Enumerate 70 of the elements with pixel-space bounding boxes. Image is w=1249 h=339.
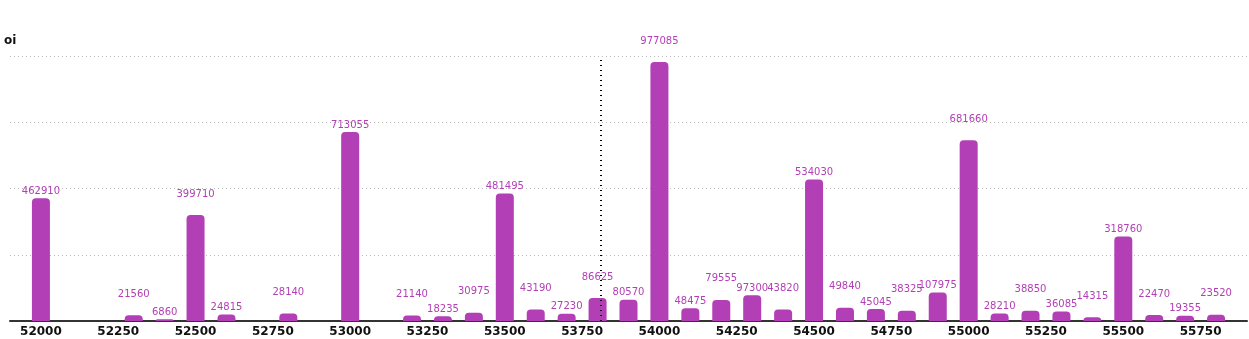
data-label: 14315 <box>1076 289 1109 301</box>
data-label: 6860 <box>151 305 178 317</box>
x-tick-label: 52000 <box>20 324 62 338</box>
data-label: 38850 <box>1014 283 1047 295</box>
data-label: 977085 <box>640 34 679 46</box>
x-tick-label: 53750 <box>561 324 603 338</box>
x-tick-label: 53500 <box>483 324 526 338</box>
bar <box>712 299 731 321</box>
data-label: 80570 <box>612 286 645 298</box>
data-label: 21560 <box>117 287 150 299</box>
bar <box>526 309 545 321</box>
bar <box>835 307 854 321</box>
data-label: 462910 <box>21 184 61 196</box>
bar <box>495 193 514 321</box>
data-label: 86625 <box>581 270 614 282</box>
data-label: 681660 <box>949 112 988 124</box>
data-label: 30975 <box>457 285 490 297</box>
x-tick-label: 54000 <box>638 324 681 338</box>
data-label: 318760 <box>1104 223 1143 235</box>
data-label: 24815 <box>210 300 243 312</box>
bar <box>866 309 885 321</box>
data-label: 49840 <box>829 280 861 292</box>
data-label: 43820 <box>767 281 800 293</box>
x-tick-label: 55500 <box>1102 324 1145 338</box>
bar <box>743 295 762 321</box>
data-label: 36085 <box>1045 297 1078 309</box>
x-tick-label: 55750 <box>1179 324 1222 338</box>
bar <box>774 309 793 321</box>
data-label: 23520 <box>1200 287 1232 299</box>
data-label: 28140 <box>272 286 305 298</box>
data-label: 48475 <box>674 294 707 306</box>
data-label: 28210 <box>983 300 1016 312</box>
bar <box>1021 310 1040 321</box>
data-label: 21140 <box>396 287 428 299</box>
data-label: 43190 <box>519 282 552 294</box>
y-axis-title: oi <box>4 33 17 47</box>
data-label: 18235 <box>427 302 459 314</box>
bar <box>588 298 607 321</box>
bar <box>928 292 947 321</box>
data-label: 22470 <box>1138 287 1171 299</box>
x-tick-label: 52250 <box>97 324 140 338</box>
bar <box>959 140 978 321</box>
bar <box>897 310 916 321</box>
bar <box>650 62 669 321</box>
bar <box>1052 311 1071 321</box>
x-tick-label: 55000 <box>947 324 990 338</box>
x-tick-label: 53250 <box>406 324 449 338</box>
x-tick-label: 52750 <box>251 324 294 338</box>
x-tick-label: 53000 <box>329 324 372 338</box>
x-tick-label: 52500 <box>174 324 217 338</box>
data-label: 79555 <box>705 272 738 284</box>
data-label: 534030 <box>794 165 834 177</box>
data-label: 399710 <box>176 187 215 199</box>
bar <box>31 198 50 321</box>
x-tick-label: 54500 <box>793 324 835 338</box>
data-label: 97300 <box>736 281 769 293</box>
bar <box>1114 236 1133 321</box>
bar <box>681 308 700 321</box>
bar <box>805 179 824 321</box>
bar <box>186 215 205 321</box>
x-tick-label: 54750 <box>870 324 913 338</box>
x-tick-label: 55250 <box>1025 324 1067 338</box>
x-tick-label: 54250 <box>715 324 758 338</box>
data-label: 19355 <box>1169 302 1202 314</box>
bar <box>341 132 360 321</box>
data-label: 713055 <box>331 118 370 130</box>
data-label: 27230 <box>550 300 583 312</box>
data-label: 45045 <box>859 295 892 307</box>
bar <box>619 299 638 321</box>
data-label: 481495 <box>485 179 524 191</box>
